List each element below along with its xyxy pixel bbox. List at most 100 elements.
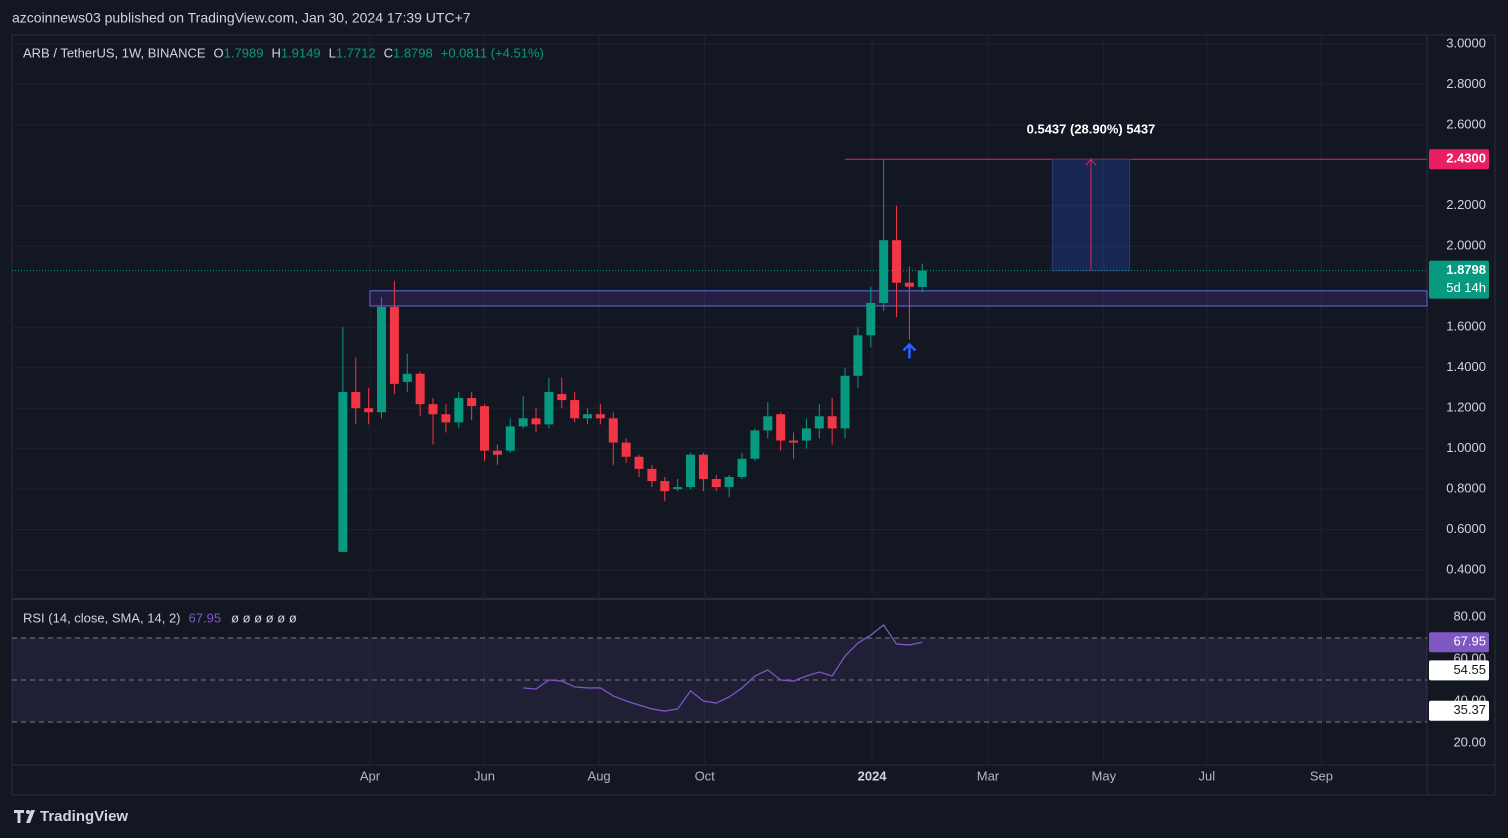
candle-body	[686, 454, 696, 488]
candle-body	[377, 306, 387, 413]
x-tick-label: Oct	[695, 768, 716, 783]
candle-body	[737, 458, 747, 477]
y-tick-label: 2.8000	[1446, 76, 1486, 91]
ohlc-key: H	[271, 45, 280, 60]
candle-body	[492, 450, 502, 455]
candle-body	[763, 416, 773, 431]
ohlc-key: O	[214, 45, 224, 60]
change-label: +0.0811 (+4.51%)	[441, 45, 544, 60]
last-price-badge	[1429, 260, 1489, 299]
candle-body	[505, 426, 515, 451]
x-tick-label: Sep	[1310, 768, 1333, 783]
publish-header: azcoinnews03 published on TradingView.co…	[12, 10, 471, 26]
rsi-level-badge	[1429, 700, 1489, 721]
x-tick-label: Apr	[360, 768, 381, 783]
x-tick-label: May	[1092, 768, 1117, 783]
rsi-na: ø ø ø ø ø ø	[231, 610, 297, 625]
y-tick-label: 2.0000	[1446, 238, 1486, 253]
x-tick-label: Mar	[977, 768, 1000, 783]
candle-body	[402, 373, 412, 382]
x-tick-label: 2024	[858, 768, 888, 783]
y-tick-label: 2.6000	[1446, 116, 1486, 131]
candle-body	[364, 408, 374, 413]
x-tick-label: Aug	[588, 768, 611, 783]
candle-body	[711, 479, 721, 488]
rsi-line	[523, 624, 923, 712]
candle-body	[467, 398, 477, 407]
candle-body	[866, 302, 876, 336]
candle-body	[750, 430, 760, 459]
candle-body	[814, 416, 824, 429]
candle-body	[892, 240, 902, 283]
y-tick-label: 0.8000	[1446, 481, 1486, 496]
rsi-tick-label: 80.00	[1453, 608, 1486, 623]
signal-arrow	[902, 342, 917, 359]
candle-body	[647, 468, 657, 482]
candle-body	[827, 416, 837, 429]
candle-body	[789, 440, 799, 443]
ohlc-key: C	[384, 45, 393, 60]
rsi-title: RSI (14, close, SMA, 14, 2)	[23, 610, 181, 625]
candle-body	[660, 481, 670, 492]
candle-body	[904, 282, 914, 287]
candle-body	[415, 373, 425, 405]
y-tick-label: 3.0000	[1446, 35, 1486, 50]
candle-body	[840, 375, 850, 429]
y-tick-label: 1.2000	[1446, 400, 1486, 415]
x-tick-label: Jul	[1199, 768, 1216, 783]
rsi-tick-label: 20.00	[1453, 734, 1486, 749]
logo-part	[26, 810, 30, 814]
support-zone	[369, 290, 1428, 307]
candle-body	[698, 454, 708, 480]
candle-body	[634, 456, 644, 469]
y-tick-label: 0.4000	[1446, 562, 1486, 577]
rsi-badge	[1429, 632, 1489, 653]
rsi-band	[12, 637, 1427, 722]
candle-body	[917, 270, 927, 287]
candle-body	[621, 442, 631, 457]
countdown-label: 5d 14h	[1446, 280, 1486, 295]
logo-part	[14, 810, 24, 823]
rsi-level-badge	[1429, 660, 1489, 681]
y-tick-label: 1.6000	[1446, 319, 1486, 334]
candle-body	[531, 418, 541, 425]
measure-label: 0.5437 (28.90%) 5437	[1027, 122, 1156, 137]
candle-body	[544, 391, 554, 425]
candle-body	[608, 418, 618, 443]
logo-part	[26, 810, 35, 823]
candle-body	[595, 414, 605, 419]
rsi-badge-label: 67.95	[1453, 634, 1486, 649]
chart-frame	[11, 34, 1496, 796]
last-price-label: 1.8798	[1446, 262, 1486, 277]
target-badge-label: 2.4300	[1446, 151, 1486, 166]
candle-body	[801, 428, 811, 441]
y-tick-label: 1.0000	[1446, 440, 1486, 455]
candle-body	[518, 418, 528, 427]
y-tick-label: 1.4000	[1446, 359, 1486, 374]
candle-body	[853, 335, 863, 376]
ohlc-value: 1.7989	[224, 45, 264, 60]
footer-brand: TradingView	[40, 808, 128, 825]
ohlc-key: L	[329, 45, 336, 60]
candle-body	[879, 240, 889, 303]
candle-body	[673, 487, 683, 490]
y-tick-label: 0.6000	[1446, 521, 1486, 536]
candle-body	[454, 398, 464, 423]
y-tick-label: 2.2000	[1446, 197, 1486, 212]
ohlc-value: 1.9149	[281, 45, 321, 60]
candle-body	[389, 306, 399, 384]
candle-body	[557, 394, 567, 401]
candle-body	[338, 391, 348, 552]
candle-body	[776, 414, 786, 441]
ohlc-value: 1.7712	[336, 45, 376, 60]
target-badge	[1429, 149, 1489, 170]
measure-arrow-head	[1085, 158, 1097, 166]
candle-body	[724, 476, 734, 488]
ohlc-value: 1.8798	[393, 45, 433, 60]
candle-body	[583, 414, 593, 419]
candle-body	[428, 404, 438, 415]
candle-body	[480, 406, 490, 451]
rsi-level-label: 54.55	[1453, 662, 1486, 677]
candle-body	[570, 400, 580, 419]
